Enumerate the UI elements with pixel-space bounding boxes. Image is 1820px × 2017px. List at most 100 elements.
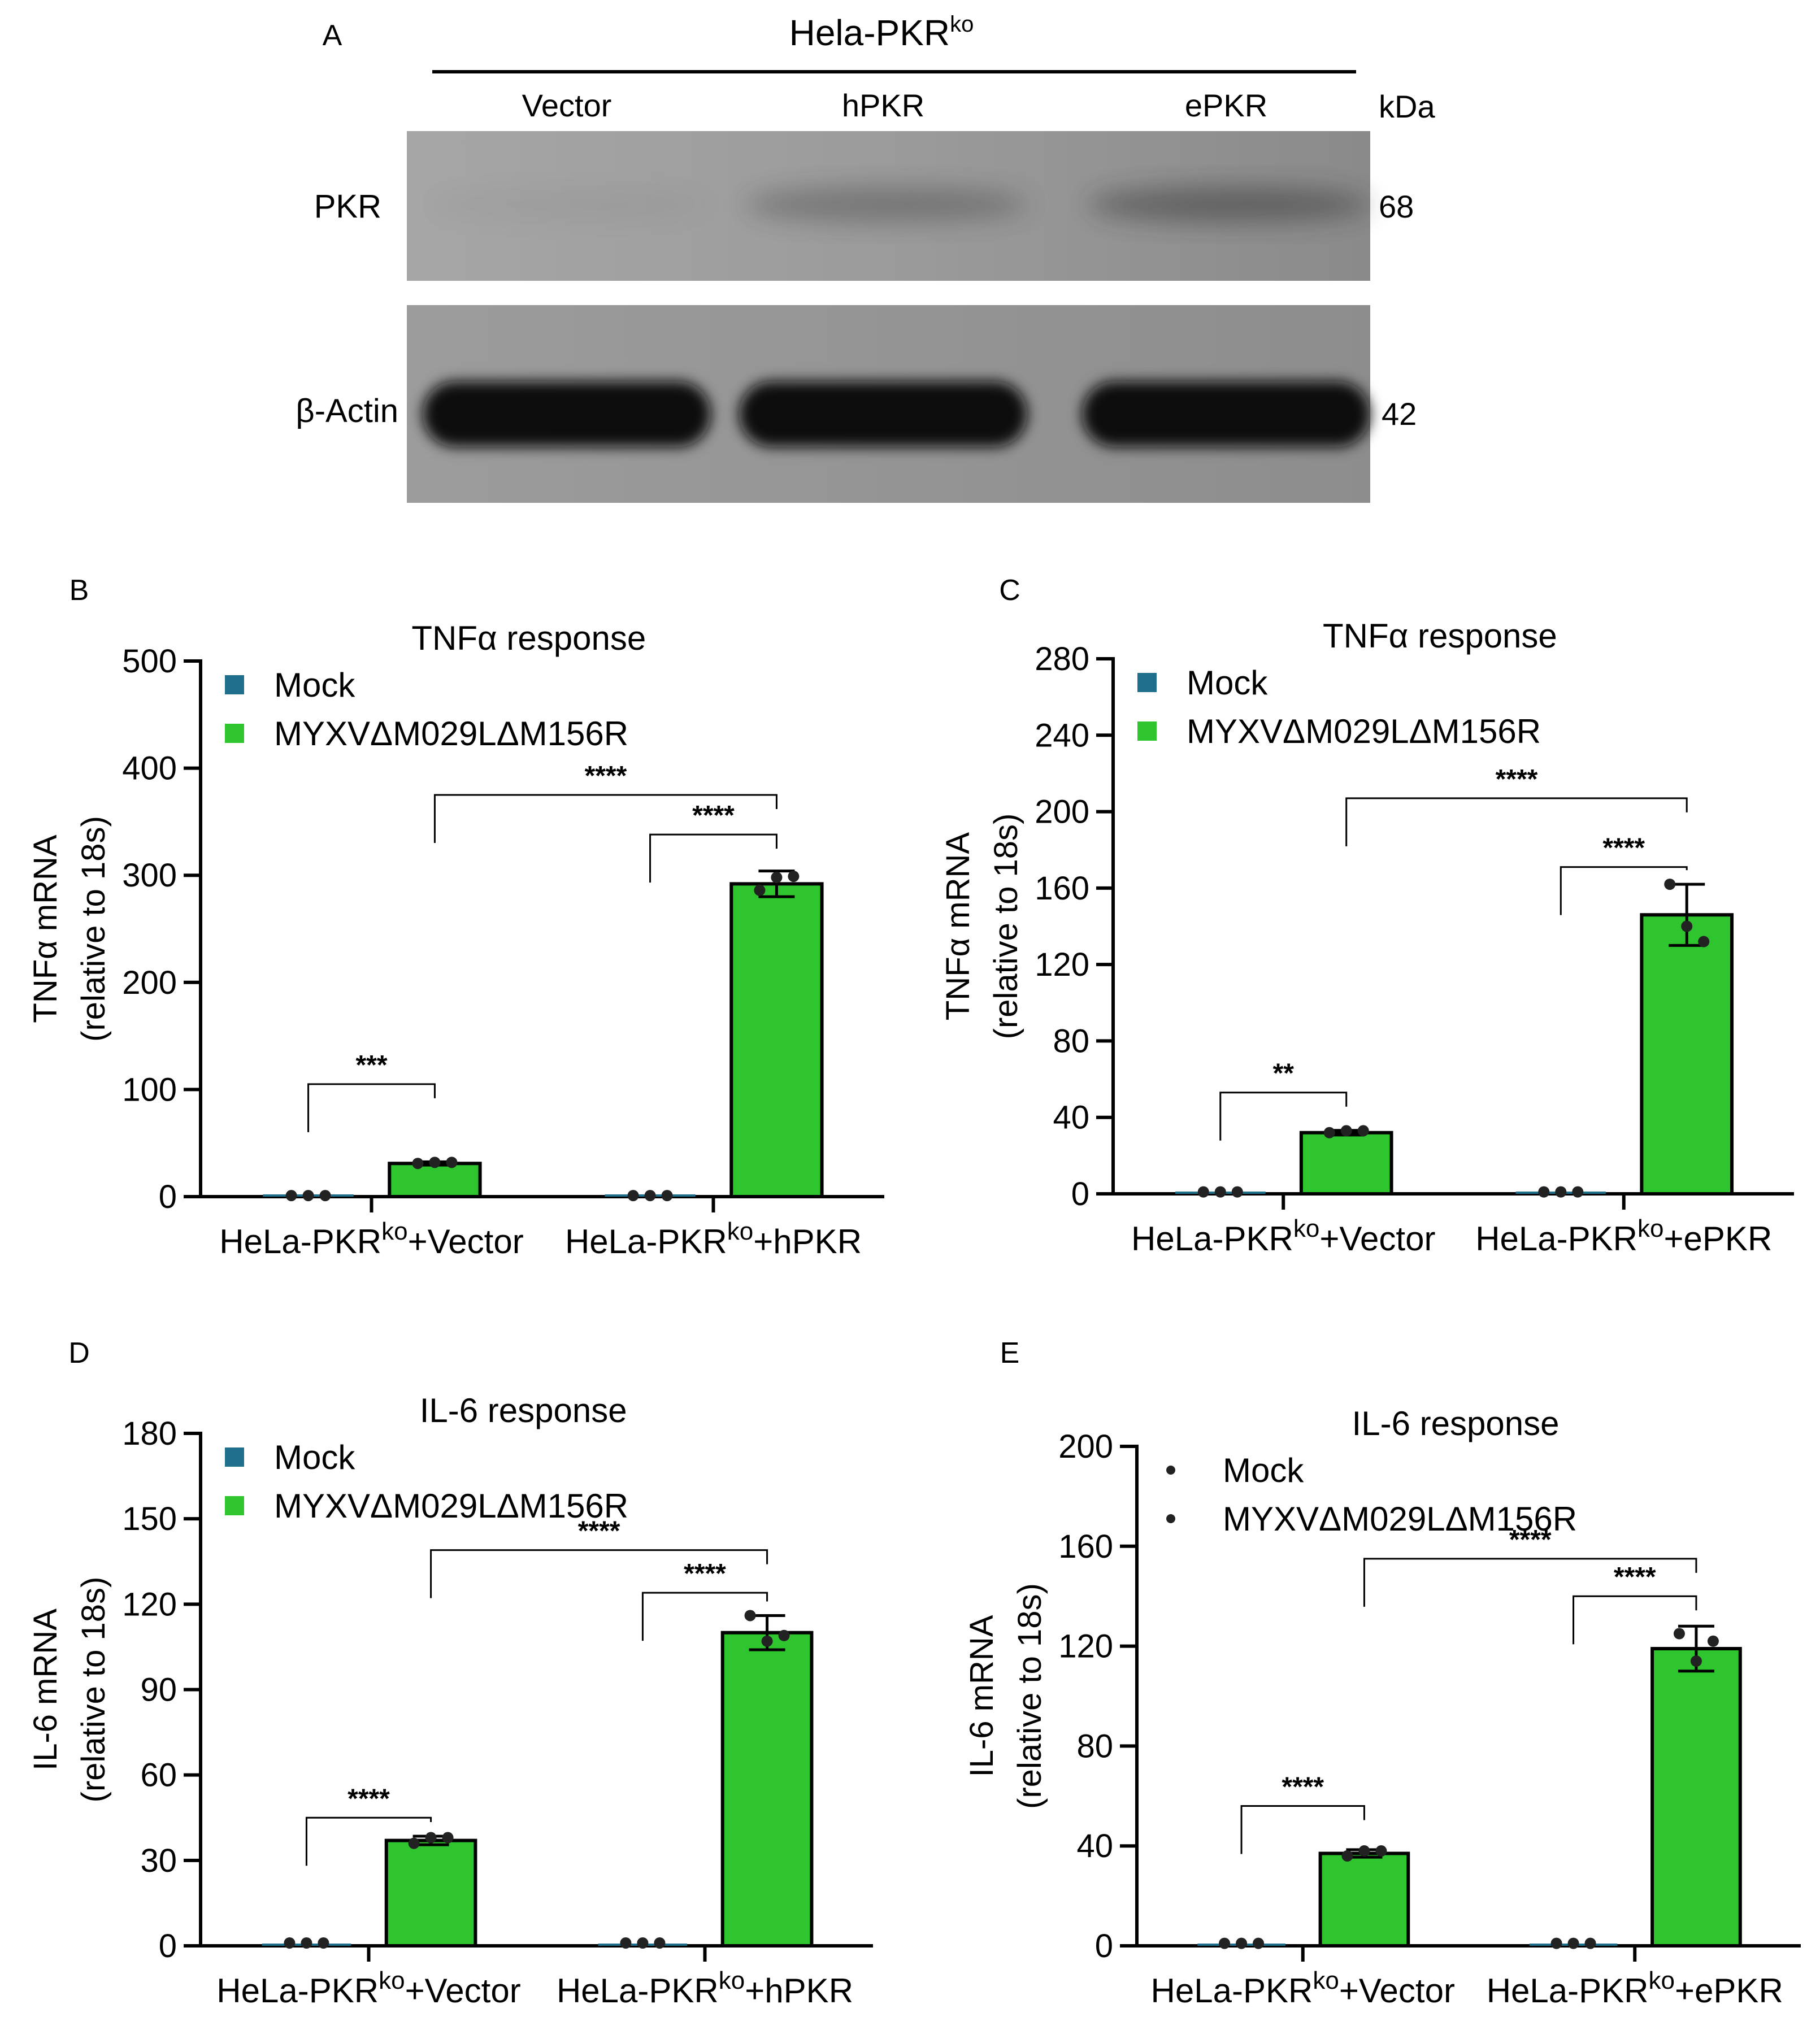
lane-label-hpkr: hPKR bbox=[842, 88, 924, 123]
significance-label: **** bbox=[1496, 764, 1538, 794]
category-label-0: HeLa-PKRko+Vector bbox=[219, 1218, 523, 1260]
significance-bracket bbox=[1363, 1558, 1697, 1607]
data-point bbox=[1555, 1186, 1567, 1198]
data-point bbox=[1550, 1937, 1562, 1949]
band-pkr-vector bbox=[428, 186, 711, 223]
band-pkr-hpkr bbox=[745, 186, 1027, 223]
category-label-1: HeLa-PKRko+ePKR bbox=[1487, 1967, 1783, 2010]
y-tick-label: 120 bbox=[1035, 946, 1089, 983]
bar-myxv-0 bbox=[384, 1838, 477, 1948]
data-point bbox=[1358, 1845, 1370, 1857]
data-point bbox=[654, 1937, 666, 1949]
band-actin-vector bbox=[423, 381, 711, 447]
data-point bbox=[1341, 1850, 1353, 1862]
data-point bbox=[744, 1610, 756, 1622]
y-axis-label-line1: TNFα mRNA bbox=[940, 832, 976, 1020]
y-tick-label: 80 bbox=[1053, 1023, 1089, 1059]
kda-label: kDa bbox=[1379, 89, 1435, 124]
category-suffix: +hPKR bbox=[753, 1223, 862, 1260]
data-point bbox=[1572, 1186, 1584, 1198]
y-axis-label-line2: (relative to 18s) bbox=[75, 1577, 112, 1803]
y-tick-label: 200 bbox=[122, 964, 177, 1001]
data-point bbox=[285, 1190, 297, 1202]
chart-title: TNFα response bbox=[1323, 617, 1557, 655]
y-tick-label: 90 bbox=[140, 1672, 177, 1709]
data-point bbox=[319, 1190, 331, 1202]
data-point bbox=[442, 1832, 454, 1844]
category-sup: ko bbox=[381, 1218, 407, 1245]
chart-panel-e: E 0 40 80 120 160 200 IL-6 mRNA (relative to 18s… bbox=[963, 1337, 1801, 2010]
significance-label: *** bbox=[355, 1050, 387, 1080]
category-base: HeLa-PKR bbox=[219, 1223, 381, 1260]
lane-label-epkr: ePKR bbox=[1185, 88, 1267, 123]
significance-bracket bbox=[1240, 1805, 1365, 1854]
legend-label-myxv: MYXVΔM029LΔM156R bbox=[274, 715, 628, 753]
kda-42: 42 bbox=[1382, 396, 1417, 432]
panel-label-b: B bbox=[70, 574, 89, 607]
chart-title: IL-6 response bbox=[420, 1392, 627, 1429]
category-sup: ko bbox=[1293, 1215, 1319, 1242]
y-tick-label: 0 bbox=[1071, 1176, 1089, 1212]
y-axis-label-line2: (relative to 18s) bbox=[75, 816, 112, 1042]
legend-label-mock: Mock bbox=[274, 1438, 355, 1476]
data-point bbox=[284, 1937, 296, 1949]
data-point bbox=[1664, 879, 1676, 890]
data-point bbox=[1197, 1186, 1209, 1198]
data-point bbox=[1690, 1655, 1702, 1667]
category-suffix: +Vector bbox=[405, 1972, 521, 2010]
significance-bracket bbox=[649, 833, 777, 883]
y-tick-label: 300 bbox=[122, 857, 177, 894]
legend-swatch-myxv bbox=[1137, 721, 1157, 741]
legend-swatch-myxv bbox=[225, 1496, 244, 1515]
cell-line-sup: ko bbox=[950, 12, 974, 37]
significance-label: **** bbox=[348, 1784, 390, 1814]
legend-swatch-mock bbox=[225, 675, 244, 694]
data-point bbox=[318, 1937, 329, 1949]
significance-bracket bbox=[641, 1592, 768, 1641]
category-label-1: HeLa-PKRko+hPKR bbox=[565, 1218, 862, 1260]
category-sup: ko bbox=[1649, 1967, 1675, 1994]
y-tick-label: 80 bbox=[1076, 1728, 1113, 1764]
category-suffix: +Vector bbox=[1319, 1220, 1435, 1258]
data-point bbox=[446, 1157, 458, 1168]
data-point bbox=[1323, 1127, 1335, 1138]
data-point bbox=[627, 1190, 639, 1202]
category-base: HeLa-PKR bbox=[216, 1972, 379, 2010]
chart-panel-d: D 0 30 60 90 120 150 180 IL-6 mRNA (relative to 1… bbox=[27, 1337, 873, 2010]
data-point bbox=[412, 1158, 424, 1170]
legend-label-myxv: MYXVΔM029LΔM156R bbox=[274, 1487, 628, 1525]
category-sup: ko bbox=[379, 1967, 405, 1994]
significance-label: **** bbox=[1509, 1525, 1552, 1555]
y-tick-label: 160 bbox=[1058, 1528, 1113, 1565]
kda-68: 68 bbox=[1379, 189, 1414, 224]
y-tick-label: 30 bbox=[140, 1842, 177, 1879]
significance-bracket bbox=[307, 1083, 436, 1132]
data-point bbox=[1375, 1845, 1387, 1857]
significance-label: **** bbox=[692, 801, 735, 831]
y-axis-label-line1: TNFα mRNA bbox=[27, 834, 64, 1023]
y-axis-label-line2: (relative to 18s) bbox=[1011, 1583, 1048, 1809]
bar-myxv-1 bbox=[1640, 913, 1734, 1196]
chart-title: TNFα response bbox=[411, 619, 646, 657]
data-point bbox=[301, 1937, 312, 1949]
bar-myxv-1 bbox=[1650, 1647, 1742, 1948]
data-point bbox=[1340, 1125, 1352, 1137]
y-tick-label: 0 bbox=[159, 1179, 177, 1215]
y-tick-label: 280 bbox=[1035, 641, 1089, 677]
legend-swatch-mock bbox=[225, 1447, 244, 1467]
data-point bbox=[408, 1837, 420, 1849]
significance-label: **** bbox=[1602, 833, 1645, 863]
significance-bracket bbox=[430, 1549, 768, 1598]
legend-label-mock: Mock bbox=[1187, 664, 1268, 702]
legend-swatch-myxv bbox=[225, 724, 244, 743]
band-actin-epkr bbox=[1082, 381, 1370, 447]
category-label-0: HeLa-PKRko+Vector bbox=[1151, 1967, 1455, 2010]
data-point bbox=[1236, 1937, 1248, 1949]
category-base: HeLa-PKR bbox=[557, 1972, 719, 2010]
category-base: HeLa-PKR bbox=[1151, 1972, 1313, 2010]
bar-myxv-0 bbox=[1318, 1851, 1410, 1948]
category-suffix: +ePKR bbox=[1675, 1972, 1783, 2010]
data-point bbox=[1707, 1635, 1719, 1647]
y-tick-label: 160 bbox=[1035, 870, 1089, 907]
